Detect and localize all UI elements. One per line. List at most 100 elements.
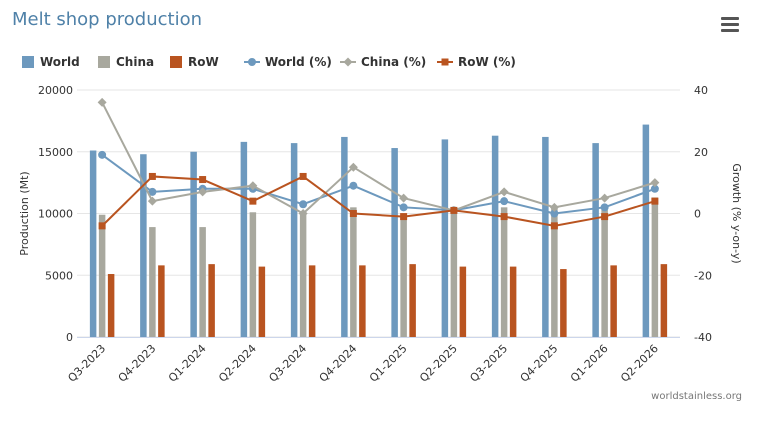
legend-marker-diamond[interactable] [343, 57, 353, 67]
bar-world[interactable] [341, 136, 348, 337]
bar-china[interactable] [500, 207, 508, 337]
bar-world[interactable] [592, 143, 599, 337]
point-row-pct[interactable] [550, 222, 558, 230]
point-china-pct[interactable] [600, 193, 610, 203]
y-tick-label: 0 [66, 331, 73, 344]
bar-world[interactable] [441, 139, 449, 337]
point-world-pct[interactable] [600, 203, 609, 212]
point-row-pct[interactable] [601, 213, 609, 221]
bar-row[interactable] [158, 265, 165, 337]
bar-china[interactable] [98, 214, 106, 337]
point-row-pct[interactable] [500, 213, 508, 221]
point-china-pct[interactable] [348, 162, 358, 172]
point-world-pct[interactable] [500, 197, 509, 206]
point-row-pct[interactable] [249, 197, 257, 205]
point-row-pct[interactable] [450, 206, 458, 214]
line-row-[interactable] [101, 175, 656, 227]
bar-row[interactable] [610, 265, 617, 337]
bar-world[interactable] [140, 154, 147, 337]
x-tick-label: Q4-2024 [317, 342, 360, 385]
bar-world[interactable] [542, 136, 549, 337]
point-row-pct[interactable] [148, 172, 156, 180]
legend-label[interactable]: China (%) [361, 55, 426, 69]
bar-china[interactable] [249, 212, 257, 337]
point-world-pct[interactable] [650, 184, 659, 193]
bar-row[interactable] [208, 264, 215, 337]
credit-text[interactable]: worldstainless.org [651, 391, 742, 402]
bar-row[interactable] [359, 265, 366, 337]
bar-world[interactable] [491, 135, 499, 337]
legend-label[interactable]: China [116, 55, 154, 69]
point-row-pct[interactable] [651, 197, 659, 205]
point-row-pct[interactable] [98, 222, 106, 230]
bar-world[interactable] [290, 143, 298, 337]
y-tick-label: 15000 [38, 146, 73, 159]
point-row-pct[interactable] [299, 172, 307, 180]
legend-label[interactable]: World [40, 55, 80, 69]
bar-china[interactable] [450, 211, 458, 337]
bar-row[interactable] [560, 269, 567, 337]
bar-china[interactable] [299, 213, 307, 338]
bar-row[interactable] [509, 266, 517, 337]
y2-tick-label: 0 [694, 208, 701, 221]
bar-world[interactable] [642, 124, 650, 337]
legend-swatch-row[interactable] [170, 56, 182, 68]
bar-world[interactable] [190, 151, 197, 337]
bar-china[interactable] [149, 227, 156, 337]
bar-row[interactable] [107, 274, 115, 337]
y2-axis-title: Growth (% y-on-y) [730, 163, 743, 263]
bar-china[interactable] [551, 206, 558, 337]
point-row-pct[interactable] [400, 213, 408, 221]
legend-swatch-world[interactable] [22, 56, 34, 68]
bar-world[interactable] [240, 141, 248, 337]
bar-row[interactable] [409, 264, 416, 337]
point-world-pct[interactable] [299, 200, 308, 209]
x-tick-label: Q1-2024 [166, 342, 209, 385]
point-world-pct[interactable] [399, 203, 408, 212]
point-china-pct[interactable] [198, 187, 208, 197]
point-row-pct[interactable] [199, 176, 207, 184]
bar-china[interactable] [350, 207, 357, 337]
x-tick-label: Q2-2025 [417, 342, 460, 385]
bar-row[interactable] [660, 264, 668, 337]
y2-tick-label: 20 [694, 146, 708, 159]
legend-label[interactable]: World (%) [265, 55, 332, 69]
x-tick-label: Q2-2026 [618, 342, 661, 385]
bar-china[interactable] [199, 227, 206, 337]
bar-china[interactable] [601, 209, 608, 337]
point-china-pct[interactable] [147, 196, 157, 206]
bar-row[interactable] [459, 266, 467, 337]
y-tick-label: 20000 [38, 84, 73, 97]
legend-marker-square[interactable] [441, 58, 449, 66]
point-world-pct[interactable] [98, 150, 107, 159]
bar-china[interactable] [400, 217, 407, 337]
x-tick-label: Q1-2025 [367, 342, 410, 385]
x-tick-label: Q4-2025 [518, 342, 561, 385]
bar-row[interactable] [308, 265, 316, 337]
legend-label[interactable]: RoW [188, 55, 219, 69]
legend-marker-circle[interactable] [248, 58, 256, 66]
bar-world[interactable] [391, 148, 398, 337]
point-china-pct[interactable] [499, 187, 509, 197]
point-china-pct[interactable] [549, 202, 559, 212]
bar-world[interactable] [89, 150, 97, 337]
chart-title: Melt shop production [12, 9, 202, 30]
legend-label[interactable]: RoW (%) [458, 55, 516, 69]
point-china-pct[interactable] [650, 178, 660, 188]
y-axis-title: Production (Mt) [18, 171, 31, 255]
point-world-pct[interactable] [148, 187, 157, 196]
point-china-pct[interactable] [248, 181, 258, 191]
point-world-pct[interactable] [550, 209, 559, 218]
bar-china[interactable] [651, 197, 659, 337]
bar-row[interactable] [258, 266, 266, 337]
point-world-pct[interactable] [349, 181, 358, 190]
hamburger-menu-icon[interactable] [721, 17, 739, 33]
point-china-pct[interactable] [97, 97, 107, 107]
point-row-pct[interactable] [349, 210, 357, 217]
point-china-pct[interactable] [399, 193, 409, 203]
line-china-[interactable] [101, 101, 656, 215]
point-china-pct[interactable] [298, 209, 308, 218]
legend-swatch-china[interactable] [98, 56, 110, 68]
line-world-[interactable] [101, 154, 656, 215]
